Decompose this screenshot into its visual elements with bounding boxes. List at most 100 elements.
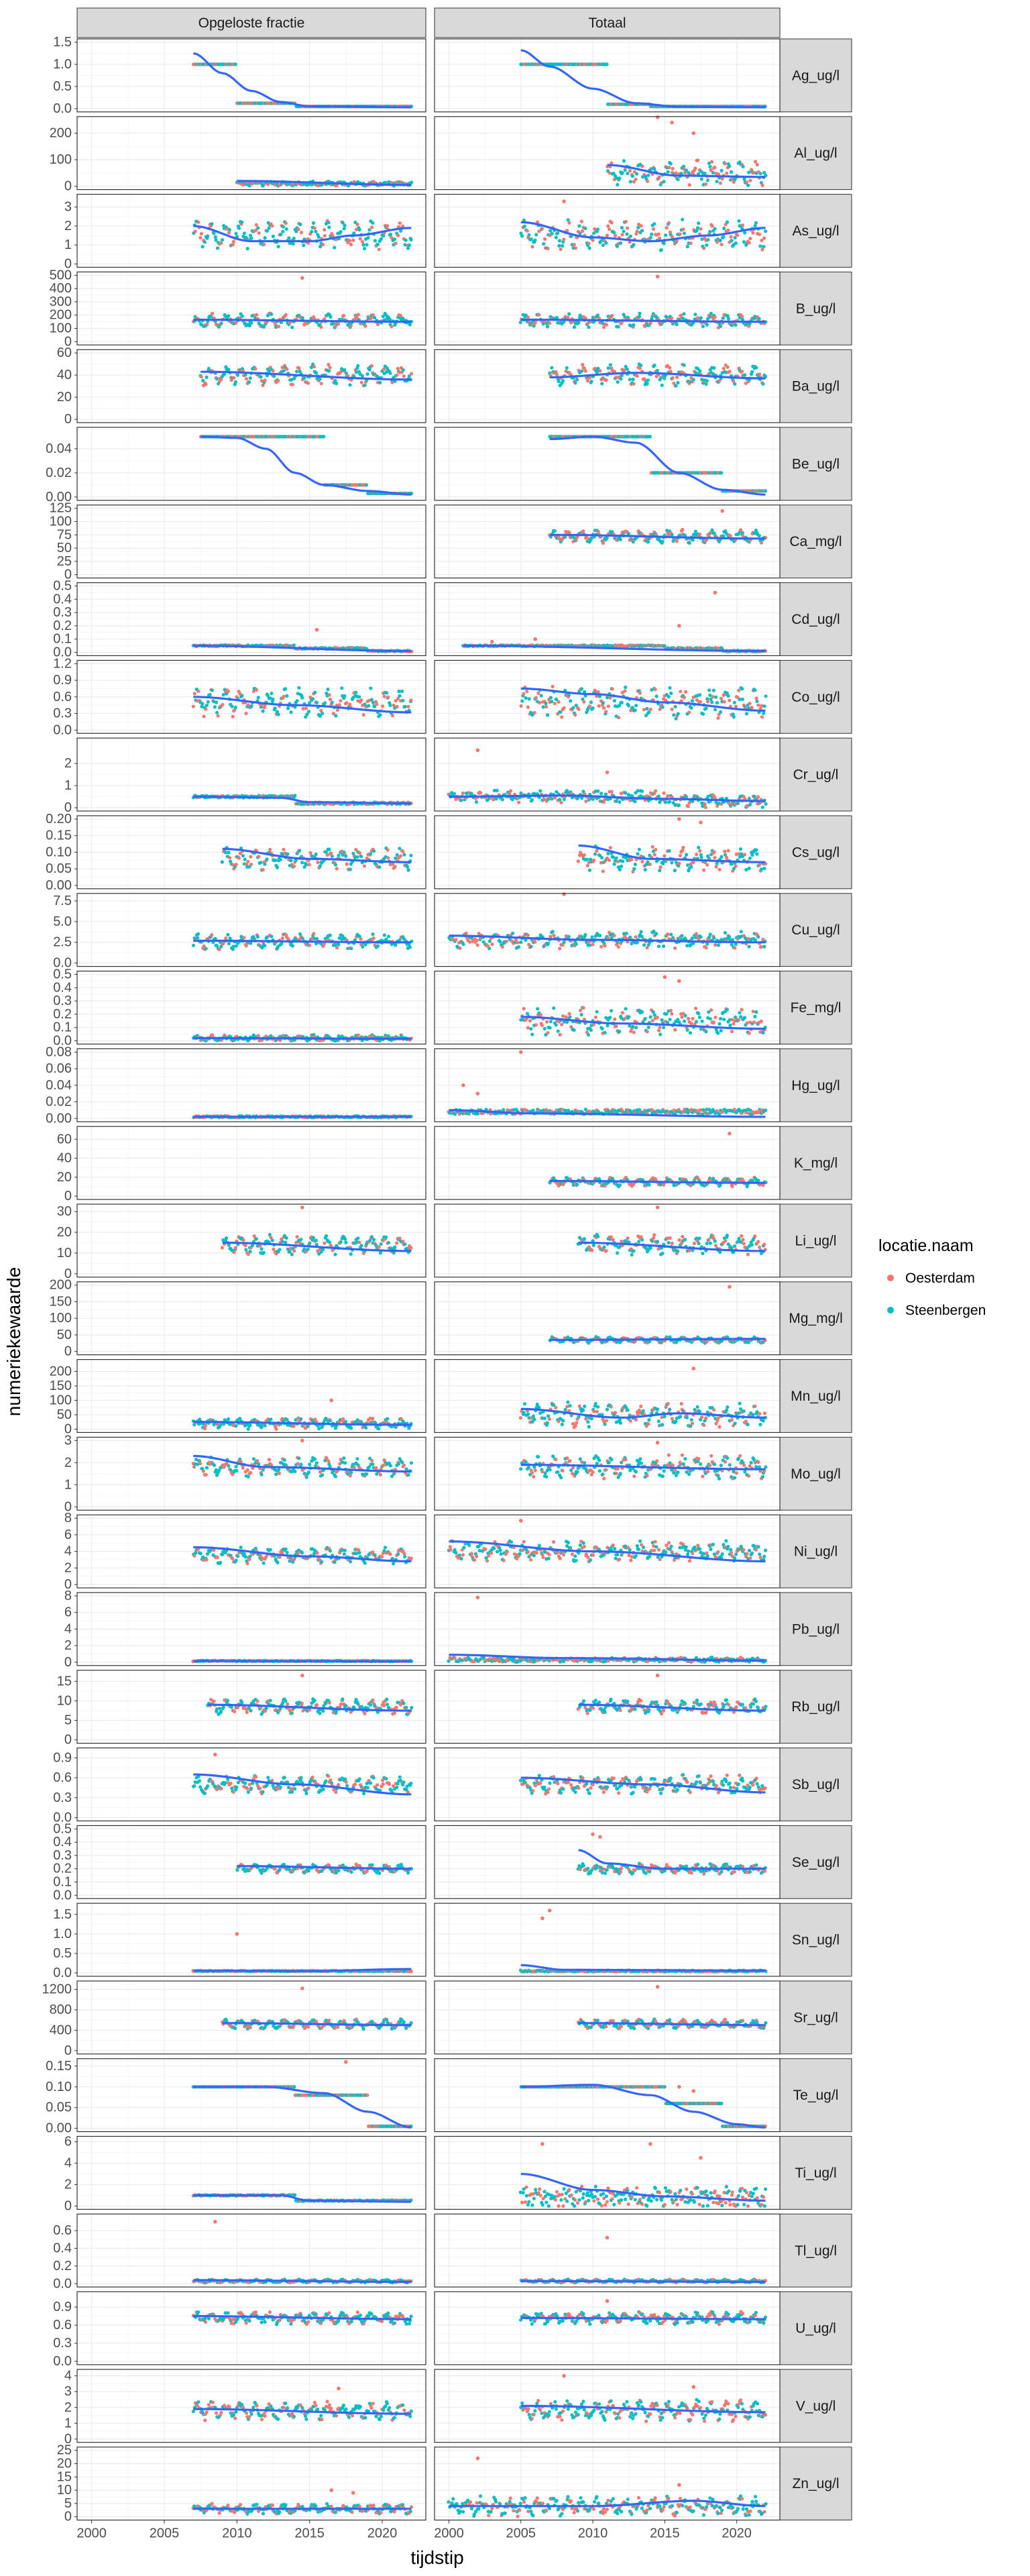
data-point <box>744 180 749 184</box>
data-point <box>373 316 377 320</box>
data-point <box>638 311 642 315</box>
data-point <box>300 276 304 280</box>
y-tick-label: 0.20 <box>46 812 72 826</box>
data-point <box>546 325 550 329</box>
data-point <box>518 321 522 325</box>
data-point <box>271 697 275 701</box>
data-point <box>300 861 304 865</box>
data-point <box>301 706 305 710</box>
data-point <box>231 243 235 247</box>
data-point <box>730 170 734 174</box>
data-point <box>757 372 762 376</box>
data-point <box>638 691 642 695</box>
data-point <box>720 508 724 513</box>
data-point <box>616 380 620 384</box>
data-point <box>618 800 622 804</box>
data-point <box>237 226 241 230</box>
data-point <box>539 694 543 698</box>
data-point <box>740 531 744 535</box>
data-point <box>710 700 714 704</box>
data-point <box>340 686 344 690</box>
data-point <box>754 696 758 700</box>
data-point <box>625 232 629 236</box>
data-point <box>645 706 649 710</box>
data-point <box>587 246 591 250</box>
data-point <box>534 233 538 237</box>
data-point <box>359 380 363 384</box>
data-point <box>191 704 195 708</box>
data-point <box>625 367 629 371</box>
data-point <box>348 383 352 387</box>
data-point <box>227 368 231 372</box>
data-point <box>718 710 723 714</box>
y-tick-label: 0.6 <box>53 690 72 704</box>
data-point <box>699 316 703 320</box>
data-point <box>670 120 674 125</box>
y-tick-label: 2 <box>64 219 72 233</box>
data-point <box>368 852 373 856</box>
data-point <box>687 541 691 545</box>
data-point <box>382 233 386 238</box>
data-point <box>628 180 632 184</box>
data-point <box>753 688 757 692</box>
data-point <box>632 382 636 386</box>
data-point <box>323 227 327 232</box>
row-strip-label: Al_ug/l <box>794 146 837 161</box>
data-point <box>295 699 299 703</box>
data-point <box>642 708 646 712</box>
data-point <box>257 231 261 235</box>
data-point <box>537 700 542 705</box>
data-point <box>678 232 682 236</box>
data-point <box>348 702 352 706</box>
data-point <box>713 165 717 170</box>
data-point <box>589 700 593 704</box>
data-point <box>525 229 529 233</box>
data-point <box>285 694 289 698</box>
data-point <box>648 707 652 712</box>
data-point <box>386 856 390 860</box>
facet-panel <box>434 271 781 345</box>
data-point <box>533 637 537 641</box>
data-point <box>761 382 765 386</box>
data-point <box>655 115 660 119</box>
data-point <box>297 686 301 690</box>
data-point <box>713 315 717 319</box>
data-point <box>401 368 405 372</box>
data-point <box>697 693 702 697</box>
data-point <box>681 217 685 221</box>
data-point <box>702 246 706 250</box>
data-point <box>241 854 245 858</box>
data-point <box>386 695 390 699</box>
data-point <box>569 699 573 703</box>
data-point <box>216 714 220 718</box>
data-point <box>284 221 288 225</box>
data-point <box>249 862 253 867</box>
y-tick-label: 0.10 <box>46 845 72 859</box>
data-point <box>596 789 600 793</box>
data-point <box>327 225 331 229</box>
data-point <box>622 159 626 163</box>
data-point <box>292 864 296 868</box>
data-point <box>581 363 585 367</box>
data-point <box>682 696 687 700</box>
data-point <box>652 167 656 171</box>
data-point <box>675 375 679 379</box>
data-point <box>757 317 761 321</box>
data-point <box>557 700 561 704</box>
data-point <box>610 790 614 794</box>
data-point <box>560 715 564 719</box>
data-point <box>202 714 206 718</box>
data-point <box>748 237 752 241</box>
data-point <box>524 696 528 700</box>
data-point <box>542 237 547 241</box>
data-point <box>196 689 201 693</box>
data-point <box>249 321 253 325</box>
data-point <box>583 369 587 373</box>
data-point <box>554 235 558 239</box>
data-point <box>595 227 600 231</box>
y-tick-label: 1.2 <box>53 656 72 671</box>
data-point <box>382 368 386 372</box>
data-point <box>691 538 695 542</box>
data-point <box>461 791 465 795</box>
data-point <box>719 696 724 700</box>
